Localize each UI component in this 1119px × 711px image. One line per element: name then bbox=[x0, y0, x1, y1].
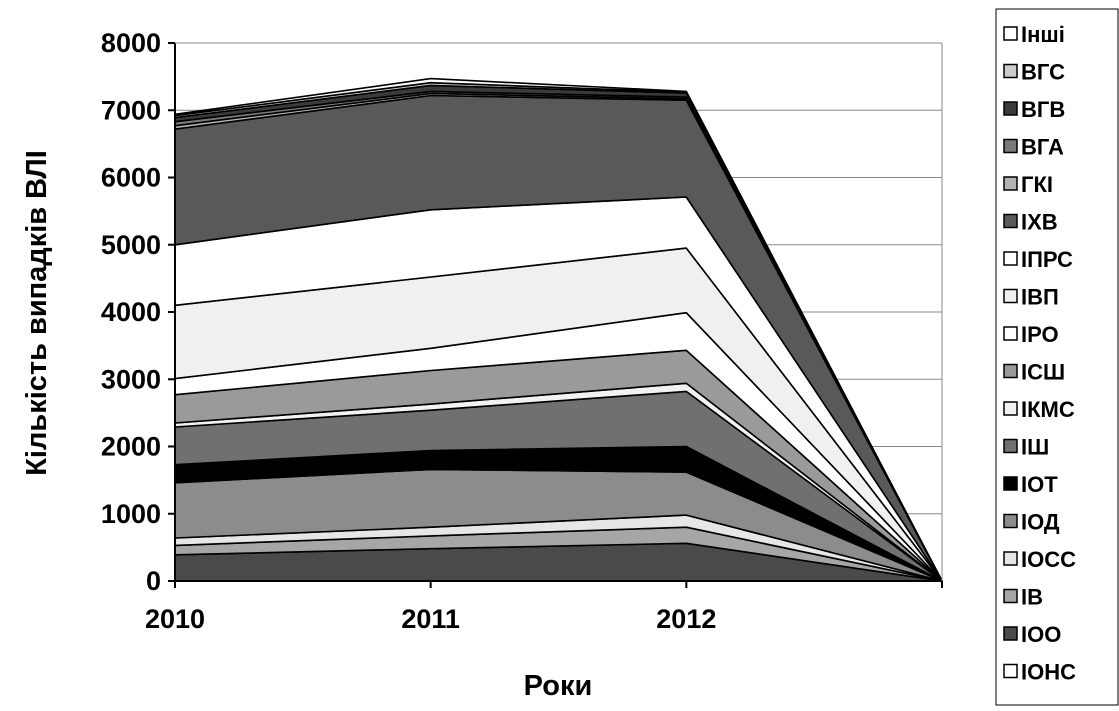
legend: Інші ВГС ВГВ ВГА ГКІ ІХВ ІПРС ІВП ІРО ІСШ ІКМС ІШ ІО… bbox=[995, 8, 1119, 706]
legend-swatch bbox=[1003, 438, 1018, 454]
area-series-17 bbox=[174, 77, 943, 582]
legend-label: ВГС bbox=[1021, 60, 1065, 85]
legend-label: ІВП bbox=[1021, 285, 1059, 310]
legend-label: ІШ bbox=[1021, 435, 1049, 460]
legend-swatch bbox=[1003, 401, 1018, 416]
legend-label: ІОО bbox=[1021, 622, 1061, 647]
legend-label: ІСШ bbox=[1021, 360, 1065, 385]
legend-swatch bbox=[1003, 513, 1018, 529]
y-tick-label: 3000 bbox=[101, 364, 161, 394]
legend-swatch bbox=[1003, 176, 1018, 191]
legend-label: ІРО bbox=[1021, 322, 1059, 347]
legend-label: ВГВ bbox=[1021, 97, 1065, 122]
y-tick-label: 8000 bbox=[101, 28, 161, 58]
legend-label: ІКМС bbox=[1021, 397, 1075, 422]
x-tick-label: 2010 bbox=[145, 604, 205, 634]
legend-swatch bbox=[1003, 288, 1018, 304]
y-tick-label: 7000 bbox=[101, 95, 161, 125]
legend-swatch bbox=[1003, 101, 1018, 116]
legend-label: ІВ bbox=[1021, 585, 1043, 610]
legend-label: ІПРС bbox=[1021, 247, 1073, 272]
legend-swatch bbox=[1003, 626, 1018, 641]
y-tick-labels: 0 1000 2000 3000 4000 5000 6000 7000 8000 bbox=[101, 28, 161, 596]
legend-swatch bbox=[1003, 551, 1018, 566]
x-tick-labels: 2010 2011 2012 bbox=[145, 604, 716, 634]
x-tick-label: 2012 bbox=[656, 604, 716, 634]
legend-label: ІОД bbox=[1021, 510, 1060, 535]
legend-label: ІОТ bbox=[1021, 472, 1058, 497]
legend-swatch bbox=[1003, 476, 1018, 491]
legend-swatch bbox=[1003, 588, 1018, 604]
y-tick-label: 4000 bbox=[101, 297, 161, 327]
legend-swatch bbox=[1003, 251, 1018, 266]
legend-label: Інші bbox=[1021, 22, 1065, 47]
y-tick-label: 6000 bbox=[101, 163, 161, 193]
y-tick-label: 0 bbox=[146, 566, 161, 596]
legend-swatch bbox=[1003, 26, 1018, 41]
legend-label: ГКІ bbox=[1021, 172, 1053, 197]
x-axis-title: Роки bbox=[524, 670, 593, 702]
y-tick-label: 5000 bbox=[101, 230, 161, 260]
legend-swatch bbox=[1003, 326, 1018, 341]
legend-label: ІХВ bbox=[1021, 210, 1058, 235]
legend-swatch bbox=[1003, 363, 1018, 379]
legend-swatch bbox=[1003, 213, 1018, 229]
legend-swatch bbox=[1003, 663, 1018, 679]
legend-label: ІОНС bbox=[1021, 660, 1076, 685]
x-tick-label: 2011 bbox=[401, 604, 460, 634]
y-axis-title: Кількість випадків ВЛІ bbox=[21, 150, 53, 476]
legend-swatch bbox=[1003, 63, 1018, 79]
axes bbox=[168, 42, 943, 588]
area-series-group bbox=[174, 77, 943, 582]
legend-label: ВГА bbox=[1021, 135, 1064, 160]
y-tick-label: 1000 bbox=[101, 499, 161, 529]
legend-swatch bbox=[1003, 138, 1018, 154]
legend-label: ІОСС bbox=[1021, 547, 1076, 572]
y-tick-label: 2000 bbox=[101, 432, 161, 462]
